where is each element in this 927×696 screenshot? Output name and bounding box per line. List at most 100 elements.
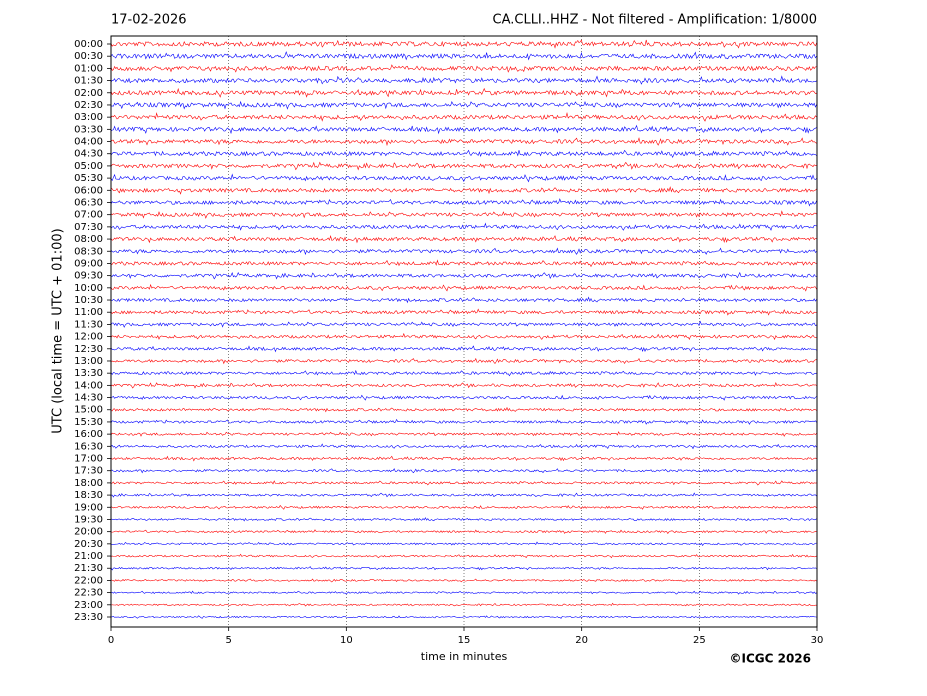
y-tick-label: 04:30 <box>74 149 103 160</box>
y-tick-label: 11:30 <box>74 319 103 330</box>
y-tick-label: 10:30 <box>74 295 103 306</box>
trace <box>110 137 817 147</box>
x-tick-label: 5 <box>225 635 231 646</box>
trace <box>110 75 817 85</box>
date-title: 17-02-2026 <box>111 13 187 28</box>
y-tick-label: 07:30 <box>74 222 103 233</box>
y-tick-label: 06:30 <box>74 197 103 208</box>
y-tick-label: 19:00 <box>74 502 103 513</box>
y-tick-label: 05:30 <box>74 173 103 184</box>
copyright: ©ICGC 2026 <box>729 652 811 666</box>
y-tick-label: 03:00 <box>74 112 103 123</box>
trace <box>110 64 817 73</box>
trace <box>110 394 817 401</box>
x-tick-label: 25 <box>693 635 706 646</box>
y-tick-label: 20:00 <box>74 527 103 538</box>
y-tick-label: 20:30 <box>74 539 103 550</box>
y-tick-label: 09:30 <box>74 271 103 282</box>
y-tick-label: 21:30 <box>74 563 103 574</box>
trace <box>110 492 817 498</box>
trace <box>110 443 817 450</box>
trace <box>110 112 817 122</box>
trace <box>110 186 817 195</box>
y-tick-label: 06:00 <box>74 185 103 196</box>
y-tick-label: 02:30 <box>74 100 103 111</box>
trace <box>110 222 817 231</box>
trace <box>110 431 817 437</box>
y-tick-label: 17:30 <box>74 466 103 477</box>
y-tick-label: 16:00 <box>74 429 103 440</box>
trace <box>110 381 817 389</box>
y-tick-label: 16:30 <box>74 441 103 452</box>
trace <box>110 541 817 546</box>
trace <box>110 198 817 207</box>
y-tick-label: 05:00 <box>74 161 103 172</box>
y-tick-label: 02:00 <box>74 88 103 99</box>
x-tick-label: 0 <box>108 635 114 646</box>
y-tick-label: 15:00 <box>74 405 103 416</box>
y-tick-label: 18:00 <box>74 478 103 489</box>
y-tick-label: 00:00 <box>74 39 103 50</box>
y-tick-label: 13:30 <box>74 368 103 379</box>
y-tick-label: 07:00 <box>74 210 103 221</box>
x-tick-label: 10 <box>340 635 353 646</box>
x-tick-label: 30 <box>811 635 824 646</box>
y-tick-label: 22:30 <box>74 588 103 599</box>
trace <box>110 590 817 595</box>
trace <box>110 455 817 462</box>
trace <box>110 173 817 183</box>
trace <box>110 566 817 571</box>
y-tick-label: 22:00 <box>74 575 103 586</box>
trace <box>110 283 817 292</box>
trace <box>110 406 817 413</box>
y-tick-label: 01:30 <box>74 76 103 87</box>
y-tick-label: 19:30 <box>74 514 103 525</box>
y-tick-label: 23:30 <box>74 612 103 623</box>
trace <box>110 332 817 341</box>
y-tick-label: 03:30 <box>74 124 103 135</box>
y-tick-label: 12:30 <box>74 344 103 355</box>
plot-frame <box>110 35 818 628</box>
trace <box>110 345 817 353</box>
trace <box>110 529 817 534</box>
chart-title: CA.CLLI..HHZ - Not filtered - Amplificat… <box>493 13 818 28</box>
trace <box>110 505 817 510</box>
y-tick-label: 21:00 <box>74 551 103 562</box>
trace <box>110 517 817 522</box>
y-tick-label: 14:30 <box>74 393 103 404</box>
trace <box>110 39 817 49</box>
trace <box>110 247 817 256</box>
trace <box>110 296 817 304</box>
y-tick-label: 12:00 <box>74 332 103 343</box>
trace <box>110 100 817 110</box>
y-tick-label: 10:00 <box>74 283 103 294</box>
y-tick-label: 01:00 <box>74 63 103 74</box>
y-tick-label: 04:00 <box>74 137 103 148</box>
y-tick-label: 23:00 <box>74 600 103 611</box>
trace <box>110 235 817 244</box>
trace <box>110 320 817 328</box>
trace <box>110 553 817 559</box>
trace <box>110 468 817 474</box>
trace <box>110 418 817 425</box>
y-tick-label: 11:00 <box>74 307 103 318</box>
x-axis-label: time in minutes <box>421 650 508 663</box>
x-tick-label: 15 <box>458 635 471 646</box>
y-tick-label: 15:30 <box>74 417 103 428</box>
trace <box>110 161 817 171</box>
y-tick-label: 18:30 <box>74 490 103 501</box>
trace <box>110 480 817 486</box>
trace <box>110 51 817 61</box>
y-tick-label: 09:00 <box>74 258 103 269</box>
trace <box>110 578 817 583</box>
y-tick-label: 08:30 <box>74 246 103 257</box>
y-tick-label: 00:30 <box>74 51 103 62</box>
y-tick-label: 14:00 <box>74 380 103 391</box>
y-tick-label: 13:00 <box>74 356 103 367</box>
trace <box>110 602 817 607</box>
trace <box>110 210 817 219</box>
trace <box>110 124 817 135</box>
trace <box>110 308 817 316</box>
y-tick-label: 08:00 <box>74 234 103 245</box>
